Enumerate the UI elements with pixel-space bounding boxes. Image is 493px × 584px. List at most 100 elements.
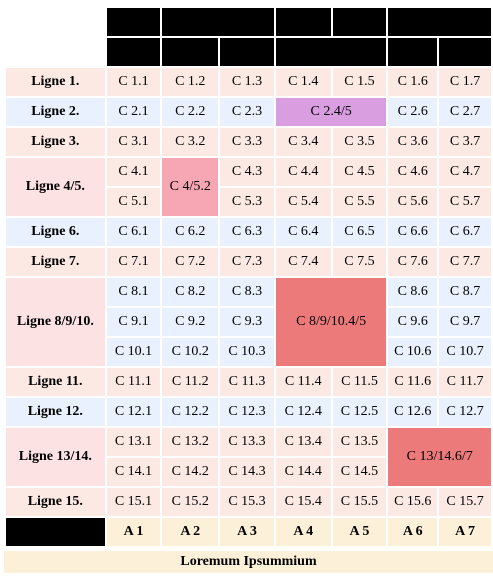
table-row: Ligne 13/14. C 13.1 C 13.2 C 13.3 C 13.4… [6, 428, 491, 486]
cell: C 6.1 [106, 218, 161, 246]
cell: C 6.6 [388, 218, 438, 246]
cell: C 15.7 [439, 488, 491, 516]
col-header-1: Col 1 [106, 8, 161, 36]
aggregation-cell: A 1 [106, 518, 161, 546]
cell: C 4.3 [220, 158, 274, 186]
cell: C 12.6 [388, 398, 438, 426]
cell: C 15.3 [220, 488, 274, 516]
merged-cell: C 13/14.6/7 [388, 428, 491, 486]
cell: C 11.5 [332, 368, 387, 396]
col-header-6-7: Col 6/7 [388, 8, 491, 36]
aggregation-cell: A 3 [220, 518, 274, 546]
cell: C 14.4 [275, 458, 331, 486]
aggregation-cell: A 4 [275, 518, 331, 546]
cell: C 14.3 [220, 458, 274, 486]
cell: C 13.2 [162, 428, 219, 456]
cell: C 1.1 [106, 68, 161, 96]
col-header-2-3: Col 2/3 [162, 8, 274, 36]
sub-header-1: sub 1 [106, 38, 161, 66]
table-row: Ligne 7. C 7.1 C 7.2 C 7.3 C 7.4 C 7.5 C… [6, 248, 491, 276]
cell: C 11.1 [106, 368, 161, 396]
cell: C 12.3 [220, 398, 274, 426]
cell: C 14.1 [106, 458, 161, 486]
cell: C 7.6 [388, 248, 438, 276]
cell: C 15.2 [162, 488, 219, 516]
cell: C 3.6 [388, 128, 438, 156]
cell: C 7.4 [275, 248, 331, 276]
table-row: Ligne 4/5. C 4.1 C 4/5.2 C 4.3 C 4.4 C 4… [6, 158, 491, 216]
table-row: C 10.1 C 10.2 C 10.3 C 10.6 C 10.7 [6, 338, 491, 366]
cell: C 15.4 [275, 488, 331, 516]
cell: C 7.3 [220, 248, 274, 276]
table-row: Ligne 3. C 3.1 C 3.2 C 3.3 C 3.4 C 3.5 C… [6, 128, 491, 156]
table-row: Ligne 1. C 1.1 C 1.2 C 1.3 C 1.4 C 1.5 C… [6, 68, 491, 96]
cell: C 2.7 [439, 98, 491, 126]
aggregation-cell: A 6 [388, 518, 438, 546]
cell: C 9.6 [388, 308, 438, 336]
cell: C 2.6 [388, 98, 438, 126]
cell: C 5.3 [220, 188, 274, 216]
cell: C 5.1 [106, 188, 161, 216]
cell: C 8.6 [388, 278, 438, 306]
cell: C 4.7 [439, 158, 491, 186]
merged-cell: C 8/9/10.4/5 [275, 278, 387, 366]
cell: C 12.5 [332, 398, 387, 426]
table-row: C 5.1 C 5.3 C 5.4 C 5.5 C 5.6 C 5.7 [6, 188, 491, 216]
cell: C 13.3 [220, 428, 274, 456]
table-row: Ligne 11. C 11.1 C 11.2 C 11.3 C 11.4 C … [6, 368, 491, 396]
cell: C 8.3 [220, 278, 274, 306]
col-header-4: Col 4 [275, 8, 331, 36]
cell: C 6.4 [275, 218, 331, 246]
cell: C 12.2 [162, 398, 219, 426]
cell: C 7.2 [162, 248, 219, 276]
sub-header-2: sub 2 [162, 38, 219, 66]
aggregation-cell: A 2 [162, 518, 219, 546]
cell: C 12.4 [275, 398, 331, 426]
row-label: Ligne 8/9/10. [6, 278, 105, 366]
corner-empty [6, 38, 105, 66]
row-label: Ligne 7. [6, 248, 105, 276]
cell: C 1.5 [332, 68, 387, 96]
cell: C 5.6 [388, 188, 438, 216]
cell: C 9.1 [106, 308, 161, 336]
cell: C 1.2 [162, 68, 219, 96]
cell: C 3.4 [275, 128, 331, 156]
cell: C 8.2 [162, 278, 219, 306]
cell: C 9.3 [220, 308, 274, 336]
row-label: Ligne 12. [6, 398, 105, 426]
header-row-groups: Col 1 Col 2/3 Col 4 Col 5 Col 6/7 [6, 8, 491, 36]
cell: C 8.7 [439, 278, 491, 306]
cell: C 15.1 [106, 488, 161, 516]
aggregation-cell: A 7 [439, 518, 491, 546]
row-label: Ligne 4/5. [6, 158, 105, 216]
cell: C 3.7 [439, 128, 491, 156]
cell: C 10.2 [162, 338, 219, 366]
cell: C 5.7 [439, 188, 491, 216]
cell: C 7.7 [439, 248, 491, 276]
cell: C 1.3 [220, 68, 274, 96]
cell: C 5.4 [275, 188, 331, 216]
cell: C 13.5 [332, 428, 387, 456]
cell: C 2.3 [220, 98, 274, 126]
cell: C 11.3 [220, 368, 274, 396]
aggregation-cell: A 5 [332, 518, 387, 546]
cell: C 10.3 [220, 338, 274, 366]
cell: C 6.7 [439, 218, 491, 246]
data-table: Col 1 Col 2/3 Col 4 Col 5 Col 6/7 sub 1 … [4, 6, 493, 548]
table-row: Ligne 12. C 12.1 C 12.2 C 12.3 C 12.4 C … [6, 398, 491, 426]
cell: C 15.6 [388, 488, 438, 516]
cell: C 8.1 [106, 278, 161, 306]
sub-header-4-5: sub 4/5 [275, 38, 387, 66]
sub-header-3: sub 3 [220, 38, 274, 66]
sub-header-6: sub 6 [388, 38, 438, 66]
row-label: Ligne 3. [6, 128, 105, 156]
cell: C 3.5 [332, 128, 387, 156]
cell: C 5.5 [332, 188, 387, 216]
corner-empty [6, 8, 105, 36]
cell: C 4.4 [275, 158, 331, 186]
cell: C 12.1 [106, 398, 161, 426]
cell: C 14.5 [332, 458, 387, 486]
cell: C 3.3 [220, 128, 274, 156]
aggregation-label: Agrégations [6, 518, 105, 546]
sub-header-7: sub 7 [439, 38, 491, 66]
